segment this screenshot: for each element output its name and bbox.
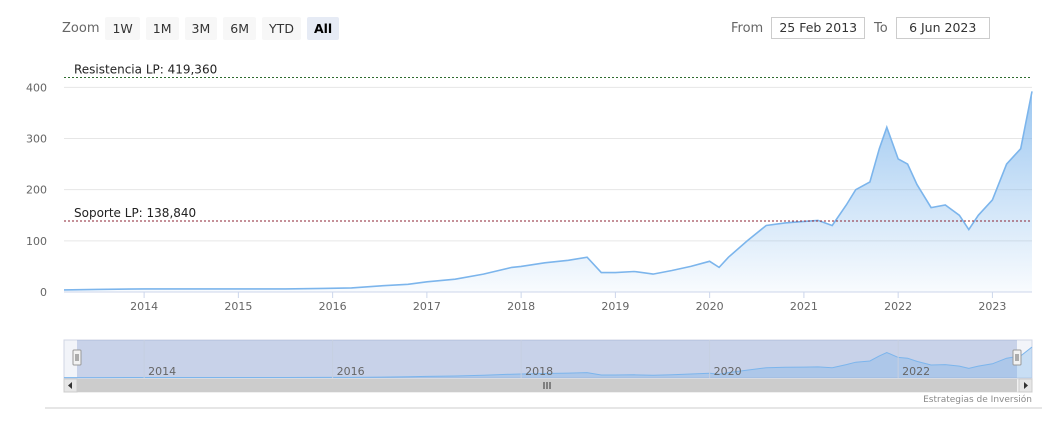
to-date-input[interactable]: 6 Jun 2023 [895, 17, 990, 39]
navigator-tick-label: 2016 [337, 365, 365, 378]
zoom-6m-button[interactable]: 6M [223, 16, 257, 40]
support-label: Soporte LP: 138,840 [74, 206, 196, 220]
navigator-handle-left[interactable] [72, 349, 82, 366]
zoom-1m-button[interactable]: 1M [145, 16, 179, 40]
navigator-tick-label: 2022 [902, 365, 930, 378]
resistance-label: Resistencia LP: 419,360 [74, 62, 217, 76]
navigator-handle-right[interactable] [1012, 349, 1022, 366]
series-line [63, 91, 1033, 291]
navigator-area [64, 347, 1032, 378]
y-tick-label: 400 [26, 81, 47, 94]
zoom-3m-button[interactable]: 3M [184, 16, 218, 40]
scroll-right-arrow-icon [1024, 382, 1028, 389]
x-tick-label: 2015 [224, 300, 252, 313]
x-tick-label: 2022 [884, 300, 912, 313]
x-tick-label: 2014 [130, 300, 158, 313]
x-tick-label: 2021 [790, 300, 818, 313]
to-label: To [874, 20, 888, 36]
y-tick-label: 200 [26, 184, 47, 197]
zoom-ytd-button[interactable]: YTD [262, 16, 301, 40]
navigator-tick-label: 2020 [714, 365, 742, 378]
x-tick-label: 2018 [507, 300, 535, 313]
zoom-toolbar: Zoom 1W 1M 3M 6M YTD All [62, 16, 345, 40]
range-to: To 6 Jun 2023 [874, 17, 990, 39]
navigator-tick-label: 2014 [148, 365, 176, 378]
zoom-label: Zoom [62, 20, 100, 36]
x-tick-label: 2016 [319, 300, 347, 313]
y-tick-label: 0 [40, 286, 47, 299]
range-from: From 25 Feb 2013 [731, 17, 866, 39]
y-tick-label: 100 [26, 235, 47, 248]
from-date-input[interactable]: 25 Feb 2013 [771, 17, 866, 39]
navigator-frame [63, 339, 1033, 379]
x-tick-label: 2023 [978, 300, 1006, 313]
x-tick-label: 2019 [601, 300, 629, 313]
scroll-left-arrow-icon [68, 382, 72, 389]
credit-text: Estrategias de Inversión [923, 395, 1032, 405]
navigator-tick-label: 2018 [525, 365, 553, 378]
navigator-line [63, 346, 1033, 379]
y-tick-label: 300 [26, 133, 47, 146]
from-label: From [731, 20, 764, 36]
navigator-selection [77, 340, 1017, 378]
x-tick-label: 2020 [696, 300, 724, 313]
zoom-1w-button[interactable]: 1W [105, 16, 140, 40]
zoom-all-button[interactable]: All [306, 16, 340, 40]
x-tick-label: 2017 [413, 300, 441, 313]
series-area [64, 91, 1032, 293]
